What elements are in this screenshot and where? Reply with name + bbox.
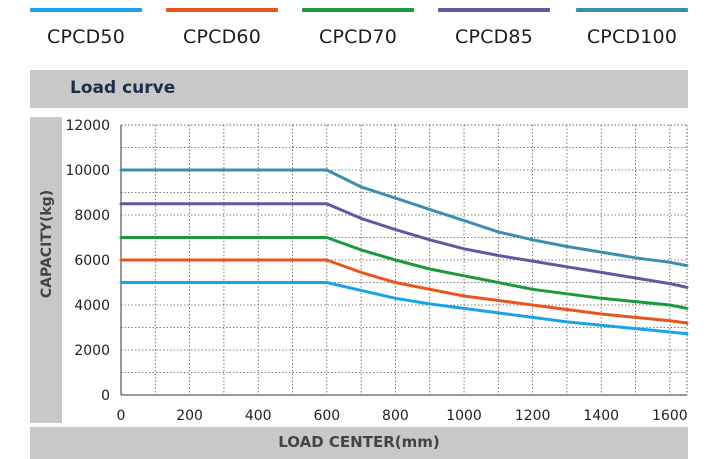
legend-swatch	[576, 8, 688, 12]
series-line-cpcd60	[119, 258, 689, 325]
y-tick-label: 4000	[74, 298, 110, 314]
legend-item-cpcd70: CPCD70	[302, 8, 414, 48]
legend-swatch	[438, 8, 550, 12]
y-tick-label: 12000	[65, 118, 110, 134]
x-tick-label: 1000	[446, 408, 482, 424]
x-tick-label: 1200	[515, 408, 551, 424]
legend-label: CPCD50	[47, 26, 125, 48]
legend-label: CPCD100	[586, 26, 678, 48]
legend-label: CPCD85	[455, 26, 533, 48]
series-line-cpcd100	[119, 168, 689, 268]
series-line-cpcd50	[119, 281, 689, 336]
y-axis-title-bar	[30, 117, 62, 423]
x-tick-label: 400	[245, 408, 272, 424]
chart-title-bar: Load curve	[30, 70, 688, 108]
legend-swatch	[302, 8, 414, 12]
legend-label: CPCD70	[319, 26, 397, 48]
y-tick-label: 2000	[74, 343, 110, 359]
x-tick-label: 800	[382, 408, 409, 424]
legend-item-cpcd85: CPCD85	[438, 8, 550, 48]
x-tick-label: 1400	[583, 408, 619, 424]
x-tick-label: 600	[313, 408, 340, 424]
x-tick-label: 1600	[652, 408, 688, 424]
y-tick-label: 0	[101, 388, 110, 404]
legend-item-cpcd100: CPCD100	[576, 8, 688, 48]
x-axis-title: LOAD CENTER(mm)	[278, 433, 440, 451]
series-line-cpcd85	[119, 202, 689, 289]
series-line-cpcd70	[119, 236, 689, 310]
chart-legend: CPCD50 CPCD60 CPCD70 CPCD85 CPCD100	[0, 0, 709, 60]
y-tick-label: 6000	[74, 253, 110, 269]
x-tick-label: 200	[176, 408, 203, 424]
legend-swatch	[166, 8, 278, 12]
legend-label: CPCD60	[183, 26, 261, 48]
legend-swatch	[30, 8, 142, 12]
chart-title: Load curve	[70, 78, 176, 98]
legend-item-cpcd50: CPCD50	[30, 8, 142, 48]
y-tick-label: 8000	[74, 208, 110, 224]
x-axis-title-bar: LOAD CENTER(mm)	[30, 427, 688, 459]
legend-item-cpcd60: CPCD60	[166, 8, 278, 48]
x-tick-label: 0	[117, 408, 126, 424]
y-tick-label: 10000	[65, 163, 110, 179]
